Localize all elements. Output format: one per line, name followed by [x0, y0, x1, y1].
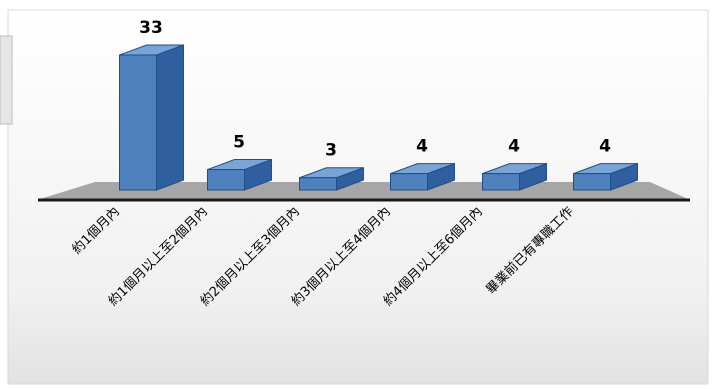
data-label: 4 [508, 137, 520, 157]
data-label: 3 [325, 141, 337, 161]
bar [573, 162, 638, 191]
data-label: 4 [599, 137, 611, 157]
data-label: 5 [233, 133, 245, 153]
bar [390, 162, 455, 191]
data-label: 4 [416, 137, 428, 157]
bar [482, 162, 547, 191]
window-edge-tab [0, 35, 13, 125]
bar [207, 158, 272, 191]
data-label: 33 [139, 18, 163, 38]
bar [299, 167, 364, 191]
bar [119, 44, 184, 191]
